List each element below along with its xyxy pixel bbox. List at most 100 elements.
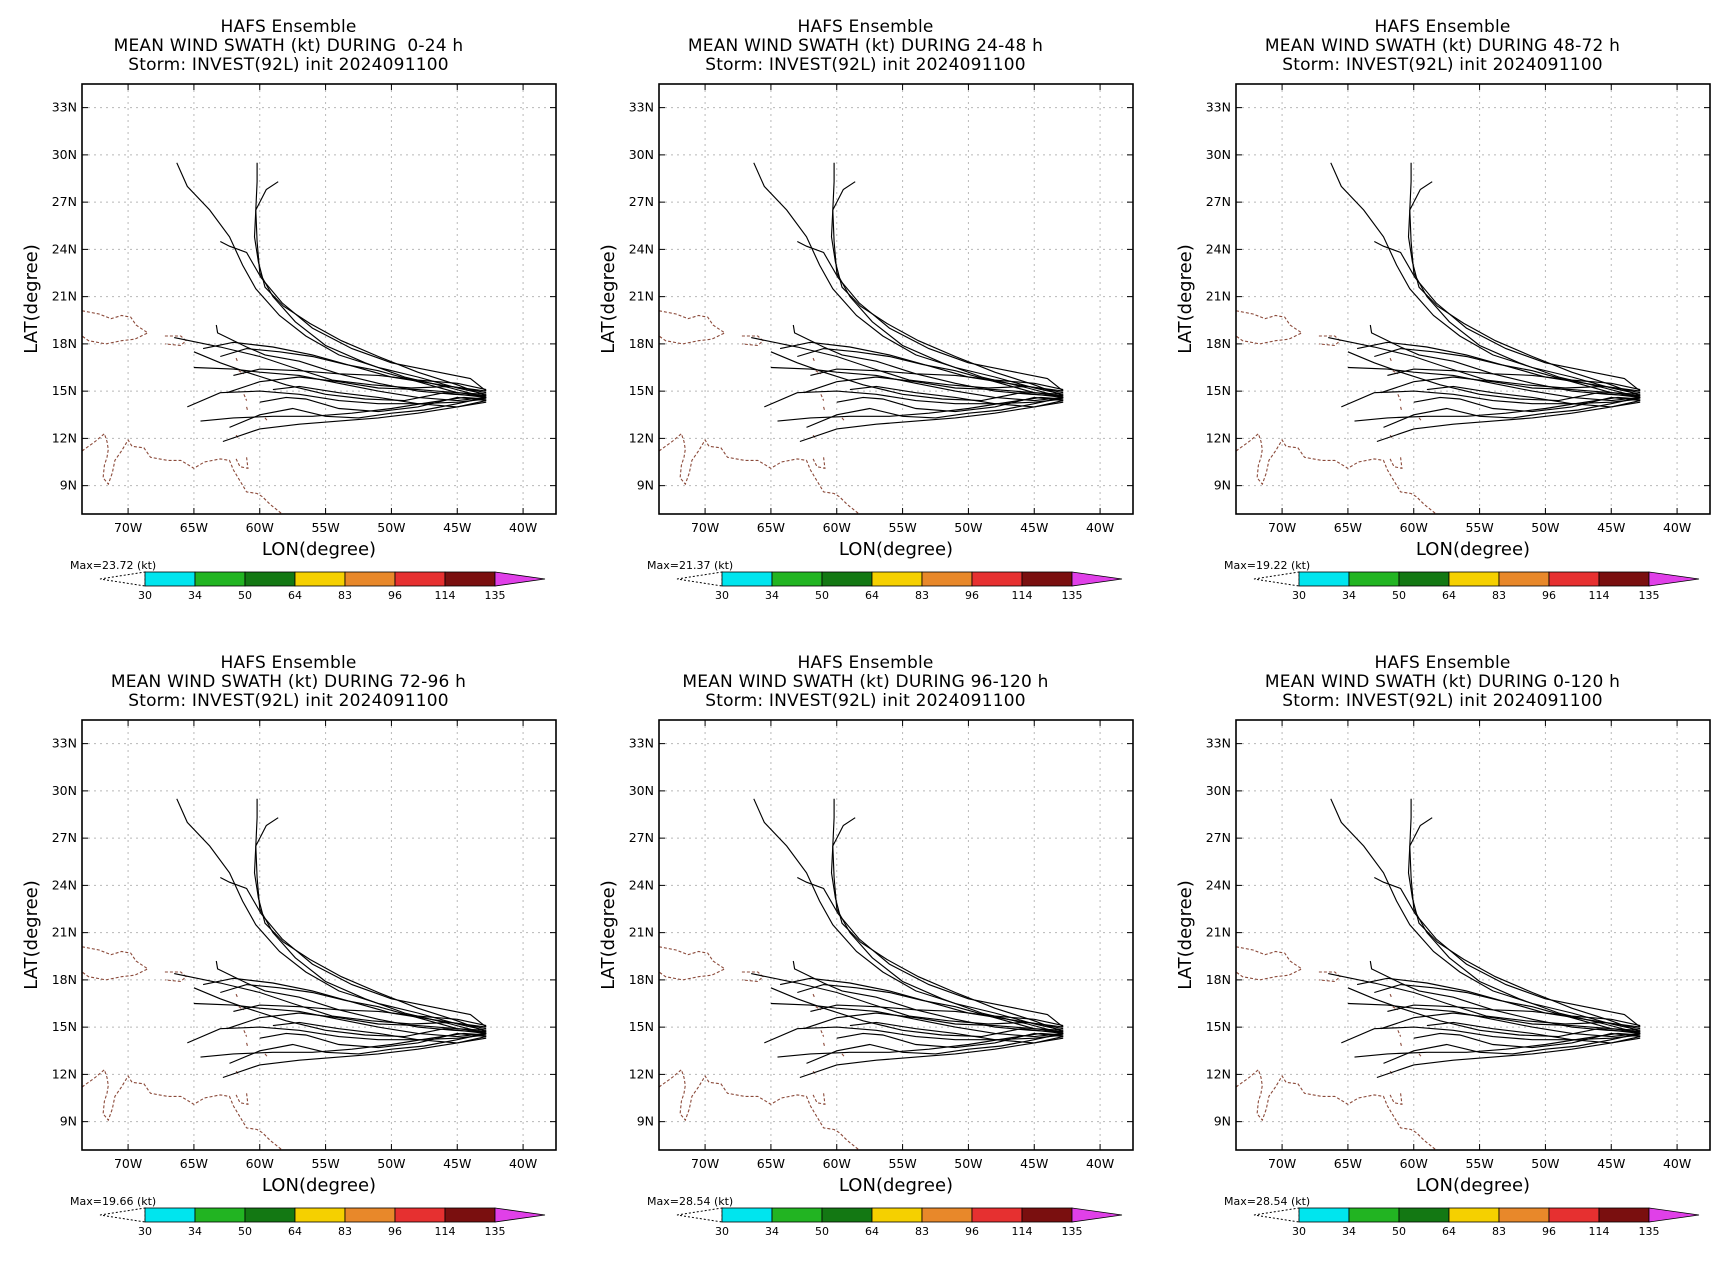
track-member-11 xyxy=(226,376,487,395)
lon-tick-label: 50W xyxy=(954,520,982,535)
lon-tick-label: 60W xyxy=(823,1156,851,1171)
colorbar-above-135-triangle xyxy=(1071,571,1123,587)
coastline-4 xyxy=(1397,1030,1402,1037)
colorbar-below-30-triangle xyxy=(1253,1207,1300,1223)
x-axis-title: LON(degree) xyxy=(839,1175,953,1196)
coastline-2 xyxy=(812,993,815,998)
max-wind-label: Max=19.22 (kt) xyxy=(1224,559,1310,572)
track-member-12 xyxy=(259,396,487,413)
swath-panel-0-120h: HAFS Ensemble MEAN WIND SWATH (kt) DURIN… xyxy=(1154,636,1731,1272)
max-wind-label: Max=28.54 (kt) xyxy=(647,1195,733,1208)
lat-tick-label: 9N xyxy=(637,1114,654,1129)
colorbar-swatch-64 xyxy=(1448,1207,1500,1223)
swath-panel-24-48h: HAFS Ensemble MEAN WIND SWATH (kt) DURIN… xyxy=(577,0,1154,636)
colorbar-threshold-label: 83 xyxy=(338,1225,352,1238)
lat-tick-label: 33N xyxy=(1206,736,1231,751)
grid-lines xyxy=(659,84,1133,514)
coastline-9 xyxy=(659,432,860,514)
track-member-12 xyxy=(836,396,1064,413)
track-member-18 xyxy=(174,337,487,392)
track-member-5 xyxy=(202,341,487,394)
lon-tick-label: 45W xyxy=(1597,520,1625,535)
lat-tick-label: 12N xyxy=(629,430,654,445)
panel-title-line2: MEAN WIND SWATH (kt) DURING 72-96 h xyxy=(110,672,467,692)
coastline-9 xyxy=(82,432,283,514)
coastline-1 xyxy=(741,971,764,983)
coastline-2 xyxy=(235,357,238,362)
colorbar-above-135-triangle xyxy=(1648,571,1700,587)
lon-tick-label: 55W xyxy=(311,1156,339,1171)
lon-tick-label: 45W xyxy=(1020,1156,1048,1171)
track-member-1 xyxy=(753,162,1064,395)
track-member-9 xyxy=(215,960,487,1033)
panel-title-block: HAFS Ensemble MEAN WIND SWATH (kt) DURIN… xyxy=(1154,18,1731,75)
coastline-1 xyxy=(164,335,187,347)
track-member-12 xyxy=(259,1032,487,1049)
grid-lines xyxy=(1236,84,1710,514)
lat-tick-label: 15N xyxy=(1206,383,1231,398)
colorbar-below-30-triangle xyxy=(99,1207,146,1223)
track-member-18 xyxy=(1328,337,1641,392)
x-axis-title: LON(degree) xyxy=(839,539,953,560)
track-member-11 xyxy=(226,1012,487,1031)
lat-tick-label: 33N xyxy=(52,100,77,115)
lon-tick-label: 40W xyxy=(1663,520,1691,535)
lat-tick-label: 9N xyxy=(637,478,654,493)
lat-tick-label: 18N xyxy=(629,972,654,987)
colorbar-threshold-label: 50 xyxy=(815,589,829,602)
lat-tick-label: 33N xyxy=(629,736,654,751)
lat-tick-label: 24N xyxy=(1206,877,1231,892)
lat-tick-label: 18N xyxy=(52,972,77,987)
track-member-5 xyxy=(779,977,1064,1030)
track-member-18 xyxy=(174,973,487,1028)
lon-tick-label: 60W xyxy=(823,520,851,535)
colorbar-threshold-label: 34 xyxy=(188,589,202,602)
panel-title-block: HAFS Ensemble MEAN WIND SWATH (kt) DURIN… xyxy=(577,18,1154,75)
colorbar-threshold-label: 34 xyxy=(188,1225,202,1238)
ensemble-tracks xyxy=(1328,162,1641,443)
panel-title-line2: MEAN WIND SWATH (kt) DURING 0-24 h xyxy=(113,36,464,56)
colorbar: Max=28.54 (kt) 30 34 50 64 83 96 114 135 xyxy=(1224,1195,1700,1238)
coastline-1 xyxy=(164,971,187,983)
lat-tick-label: 12N xyxy=(1206,430,1231,445)
lon-tick-label: 55W xyxy=(888,1156,916,1171)
track-member-18 xyxy=(1328,973,1641,1028)
track-member-13 xyxy=(1374,984,1641,1033)
colorbar-swatch-30 xyxy=(144,571,196,587)
lon-tick-label: 70W xyxy=(691,1156,719,1171)
colorbar-threshold-label: 135 xyxy=(1062,1225,1083,1238)
lat-tick-label: 12N xyxy=(52,430,77,445)
colorbar-threshold-label: 135 xyxy=(485,589,506,602)
lat-tick-label: 27N xyxy=(52,194,77,209)
colorbar-threshold-label: 96 xyxy=(388,1225,402,1238)
lon-tick-label: 50W xyxy=(377,1156,405,1171)
colorbar-swatch-50 xyxy=(821,571,873,587)
colorbar-threshold-label: 34 xyxy=(1342,589,1356,602)
lat-tick-label: 27N xyxy=(629,194,654,209)
colorbar-threshold-label: 135 xyxy=(485,1225,506,1238)
colorbar-swatch-30 xyxy=(1298,571,1350,587)
colorbar-threshold-label: 83 xyxy=(1492,1225,1506,1238)
plot-frame xyxy=(658,83,1134,515)
map-panel-3: 33N 30N 27N 24N 21N 18N 15N 12N 9N 70W 65W 60W 55W 50… xyxy=(21,719,557,1238)
coastline-6 xyxy=(264,417,269,422)
panel-title-line3: Storm: INVEST(92L) init 2024091100 xyxy=(705,691,1026,711)
colorbar-swatch-96 xyxy=(1548,1207,1600,1223)
lon-tick-label: 50W xyxy=(1531,1156,1559,1171)
lat-tick-label: 30N xyxy=(52,783,77,798)
lon-tick-label: 40W xyxy=(1086,1156,1114,1171)
lat-tick-label: 18N xyxy=(1206,972,1231,987)
plot-frame xyxy=(658,719,1134,1151)
colorbar-swatch-114 xyxy=(1021,1207,1073,1223)
track-member-12 xyxy=(1413,396,1641,413)
colorbar-threshold-label: 114 xyxy=(1012,1225,1033,1238)
coastlines xyxy=(1236,946,1437,1150)
track-member-15 xyxy=(233,368,487,391)
coastline-2 xyxy=(235,993,238,998)
coastlines xyxy=(82,946,283,1150)
track-member-11 xyxy=(1380,376,1641,395)
colorbar-swatch-64 xyxy=(294,1207,346,1223)
track-member-13 xyxy=(220,984,487,1033)
colorbar-threshold-label: 50 xyxy=(1392,1225,1406,1238)
colorbar-threshold-label: 83 xyxy=(915,589,929,602)
